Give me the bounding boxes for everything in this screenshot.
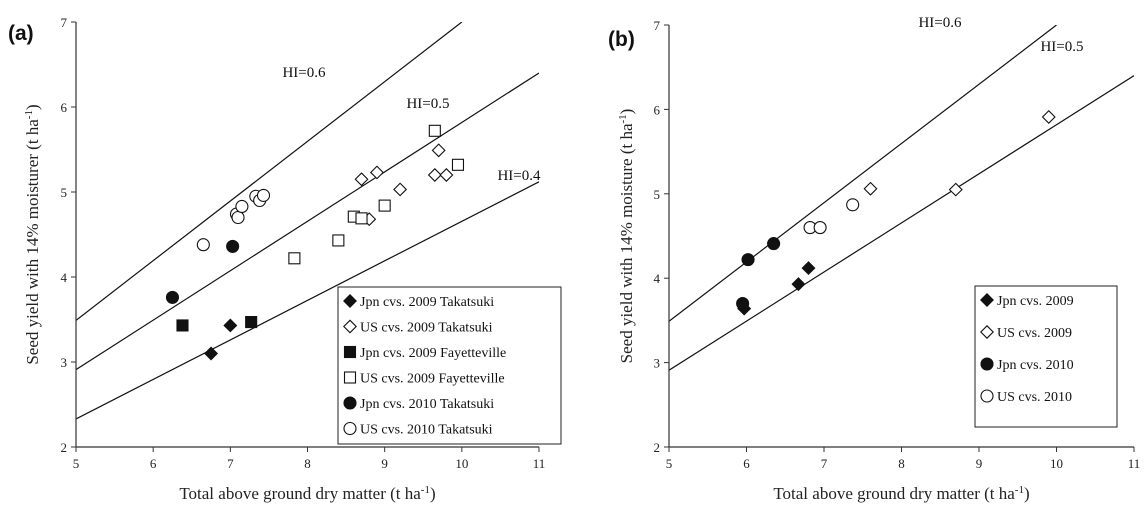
panel-label: (a) <box>8 22 34 45</box>
harvest-index-line <box>76 72 539 371</box>
data-point <box>431 143 446 158</box>
harvest-index-line <box>669 25 1057 322</box>
y-axis-label: Seed yield with 14% moisture (t ha-1) <box>617 109 636 364</box>
x-tick-label: 10 <box>455 456 468 471</box>
y-tick-label: 2 <box>61 440 68 455</box>
harvest-index-label: HI=0.5 <box>406 96 449 112</box>
data-point <box>204 346 219 361</box>
data-point <box>231 210 245 225</box>
legend-label: US cvs. 2010 Takatsuki <box>360 423 493 438</box>
data-point <box>736 296 750 311</box>
data-point <box>332 234 345 247</box>
legend-marker <box>980 357 994 371</box>
data-point <box>256 188 271 202</box>
y-tick-label: 3 <box>61 355 68 370</box>
legend-label: Jpn cvs. 2009 Takatsuki <box>360 295 494 310</box>
harvest-index-label: HI=0.5 <box>1040 39 1083 55</box>
legend-label: Jpn cvs. 2010 Takatsuki <box>360 397 494 412</box>
legend-marker <box>343 421 357 436</box>
legend-marker <box>343 396 357 410</box>
x-tick-label: 11 <box>1128 456 1141 471</box>
x-tick-label: 8 <box>304 456 311 471</box>
x-tick-label: 11 <box>533 456 546 471</box>
harvest-index-line <box>76 22 463 321</box>
legend-marker <box>343 294 357 308</box>
x-axis-label: Total above ground dry matter (t ha-1) <box>179 484 435 503</box>
data-point <box>1041 110 1056 124</box>
panel-label: (b) <box>608 28 635 51</box>
legend-marker <box>980 389 994 403</box>
y-tick-label: 5 <box>61 185 68 200</box>
x-tick-label: 10 <box>1050 456 1063 471</box>
harvest-index-line <box>76 181 539 420</box>
data-point <box>196 238 210 252</box>
data-point <box>235 199 249 213</box>
data-point <box>428 124 441 137</box>
data-point <box>369 165 384 180</box>
y-tick-label: 3 <box>654 356 661 371</box>
data-point <box>791 277 806 292</box>
x-tick-label: 5 <box>666 456 673 471</box>
data-point <box>741 253 755 267</box>
x-tick-label: 7 <box>821 456 828 471</box>
legend-marker <box>980 325 994 339</box>
x-axis-label: Total above ground dry matter (t ha-1) <box>773 484 1029 503</box>
data-point <box>354 172 369 187</box>
harvest-index-line <box>669 75 1134 371</box>
y-tick-label: 6 <box>61 100 68 115</box>
data-point <box>165 290 180 304</box>
legend-label: Jpn cvs. 2009 Fayetteville <box>360 346 506 361</box>
legend-marker <box>343 371 357 384</box>
data-point <box>813 221 827 235</box>
legend-box <box>974 285 1118 428</box>
x-tick-label: 6 <box>743 456 750 471</box>
x-tick-label: 9 <box>381 456 388 471</box>
legend-label: Jpn cvs. 2009 <box>997 294 1074 309</box>
data-point <box>393 182 408 197</box>
legend-marker <box>343 345 357 359</box>
x-tick-label: 6 <box>150 456 157 471</box>
data-point <box>801 261 816 276</box>
x-tick-label: 5 <box>73 456 80 471</box>
data-point <box>223 318 238 333</box>
data-point <box>439 168 454 182</box>
y-tick-label: 6 <box>654 102 661 117</box>
y-tick-label: 7 <box>61 15 68 30</box>
data-point <box>846 198 860 212</box>
chart-panel-b: (b) 5 6 7 8 9 10 11 2 3 4 5 6 7 Total above ground dr… <box>608 15 1140 503</box>
y-tick-label: 2 <box>654 440 661 455</box>
legend-label: US cvs. 2009 Fayetteville <box>360 372 505 387</box>
legend-box <box>337 286 562 445</box>
legend-label: US cvs. 2010 <box>997 390 1072 405</box>
harvest-index-label: HI=0.4 <box>497 168 541 184</box>
data-point <box>767 237 781 251</box>
x-tick-label: 7 <box>227 456 234 471</box>
data-point <box>288 252 301 265</box>
legend-marker <box>343 319 357 334</box>
legend-label: US cvs. 2009 <box>997 326 1072 341</box>
harvest-index-label: HI=0.6 <box>282 65 326 81</box>
data-point <box>378 199 391 212</box>
data-point <box>427 168 442 182</box>
data-point <box>451 158 465 171</box>
data-point <box>245 315 258 329</box>
y-axis-label: Seed yield with 14% moisturer (t ha-1) <box>23 104 42 364</box>
chart-panel-a: (a) 5 6 7 8 9 10 11 2 3 4 5 6 7 Total above ground dr… <box>8 15 562 503</box>
y-tick-label: 4 <box>654 271 661 286</box>
y-tick-label: 5 <box>654 187 661 202</box>
data-point <box>948 182 963 197</box>
y-tick-label: 7 <box>654 18 661 33</box>
data-point <box>176 319 189 332</box>
x-tick-label: 8 <box>898 456 905 471</box>
legend-label: Jpn cvs. 2010 <box>997 358 1074 373</box>
x-tick-label: 9 <box>976 456 983 471</box>
data-point <box>863 181 878 196</box>
legend-marker <box>980 293 994 307</box>
data-point <box>226 239 240 253</box>
y-tick-label: 4 <box>61 270 68 285</box>
legend-label: US cvs. 2009 Takatsuki <box>360 321 493 336</box>
harvest-index-label: HI=0.6 <box>918 15 962 31</box>
data-point <box>355 212 368 225</box>
